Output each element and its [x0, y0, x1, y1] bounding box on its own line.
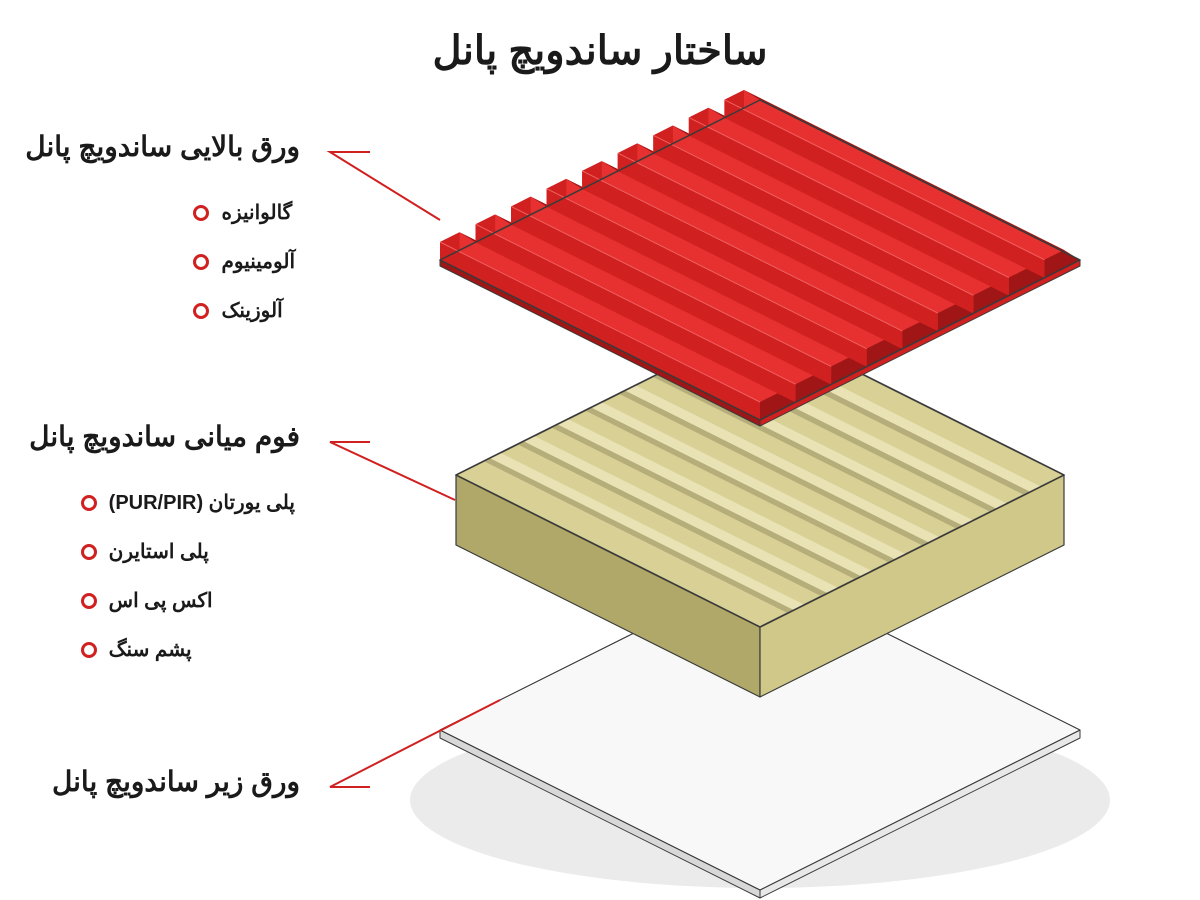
list-item: آلومینیوم	[193, 249, 295, 274]
bullet-text: پلی یورتان (PUR/PIR)	[109, 490, 295, 515]
bullet-ring-icon	[81, 642, 97, 658]
bullet-text: آلوزینک	[221, 298, 282, 323]
list-item: آلوزینک	[193, 298, 295, 323]
list-item: اکس پی اس	[81, 588, 295, 613]
diagram-title: ساختار ساندویچ پانل	[0, 28, 1200, 74]
bullet-ring-icon	[81, 593, 97, 609]
section-heading-top-sheet: ورق بالایی ساندویچ پانل	[25, 130, 300, 163]
list-item: پلی یورتان (PUR/PIR)	[81, 490, 295, 515]
list-item: گالوانیزه	[193, 200, 295, 225]
bullet-text: آلومینیوم	[221, 249, 295, 274]
bullet-ring-icon	[193, 205, 209, 221]
bullet-ring-icon	[81, 495, 97, 511]
section-heading-foam: فوم میانی ساندویچ پانل	[29, 420, 300, 453]
bullet-ring-icon	[193, 303, 209, 319]
section-heading-bottom-sheet: ورق زیر ساندویچ پانل	[52, 765, 300, 798]
bullet-text: پلی استایرن	[109, 539, 209, 564]
bullet-text: پشم سنگ	[109, 637, 192, 662]
bullet-list-top-sheet: گالوانیزه آلومینیوم آلوزینک	[193, 200, 295, 347]
list-item: پلی استایرن	[81, 539, 295, 564]
bullet-ring-icon	[193, 254, 209, 270]
list-item: پشم سنگ	[81, 637, 295, 662]
bullet-text: اکس پی اس	[109, 588, 213, 613]
bullet-list-foam: پلی یورتان (PUR/PIR) پلی استایرن اکس پی …	[81, 490, 295, 686]
bullet-ring-icon	[81, 544, 97, 560]
bullet-text: گالوانیزه	[221, 200, 292, 225]
